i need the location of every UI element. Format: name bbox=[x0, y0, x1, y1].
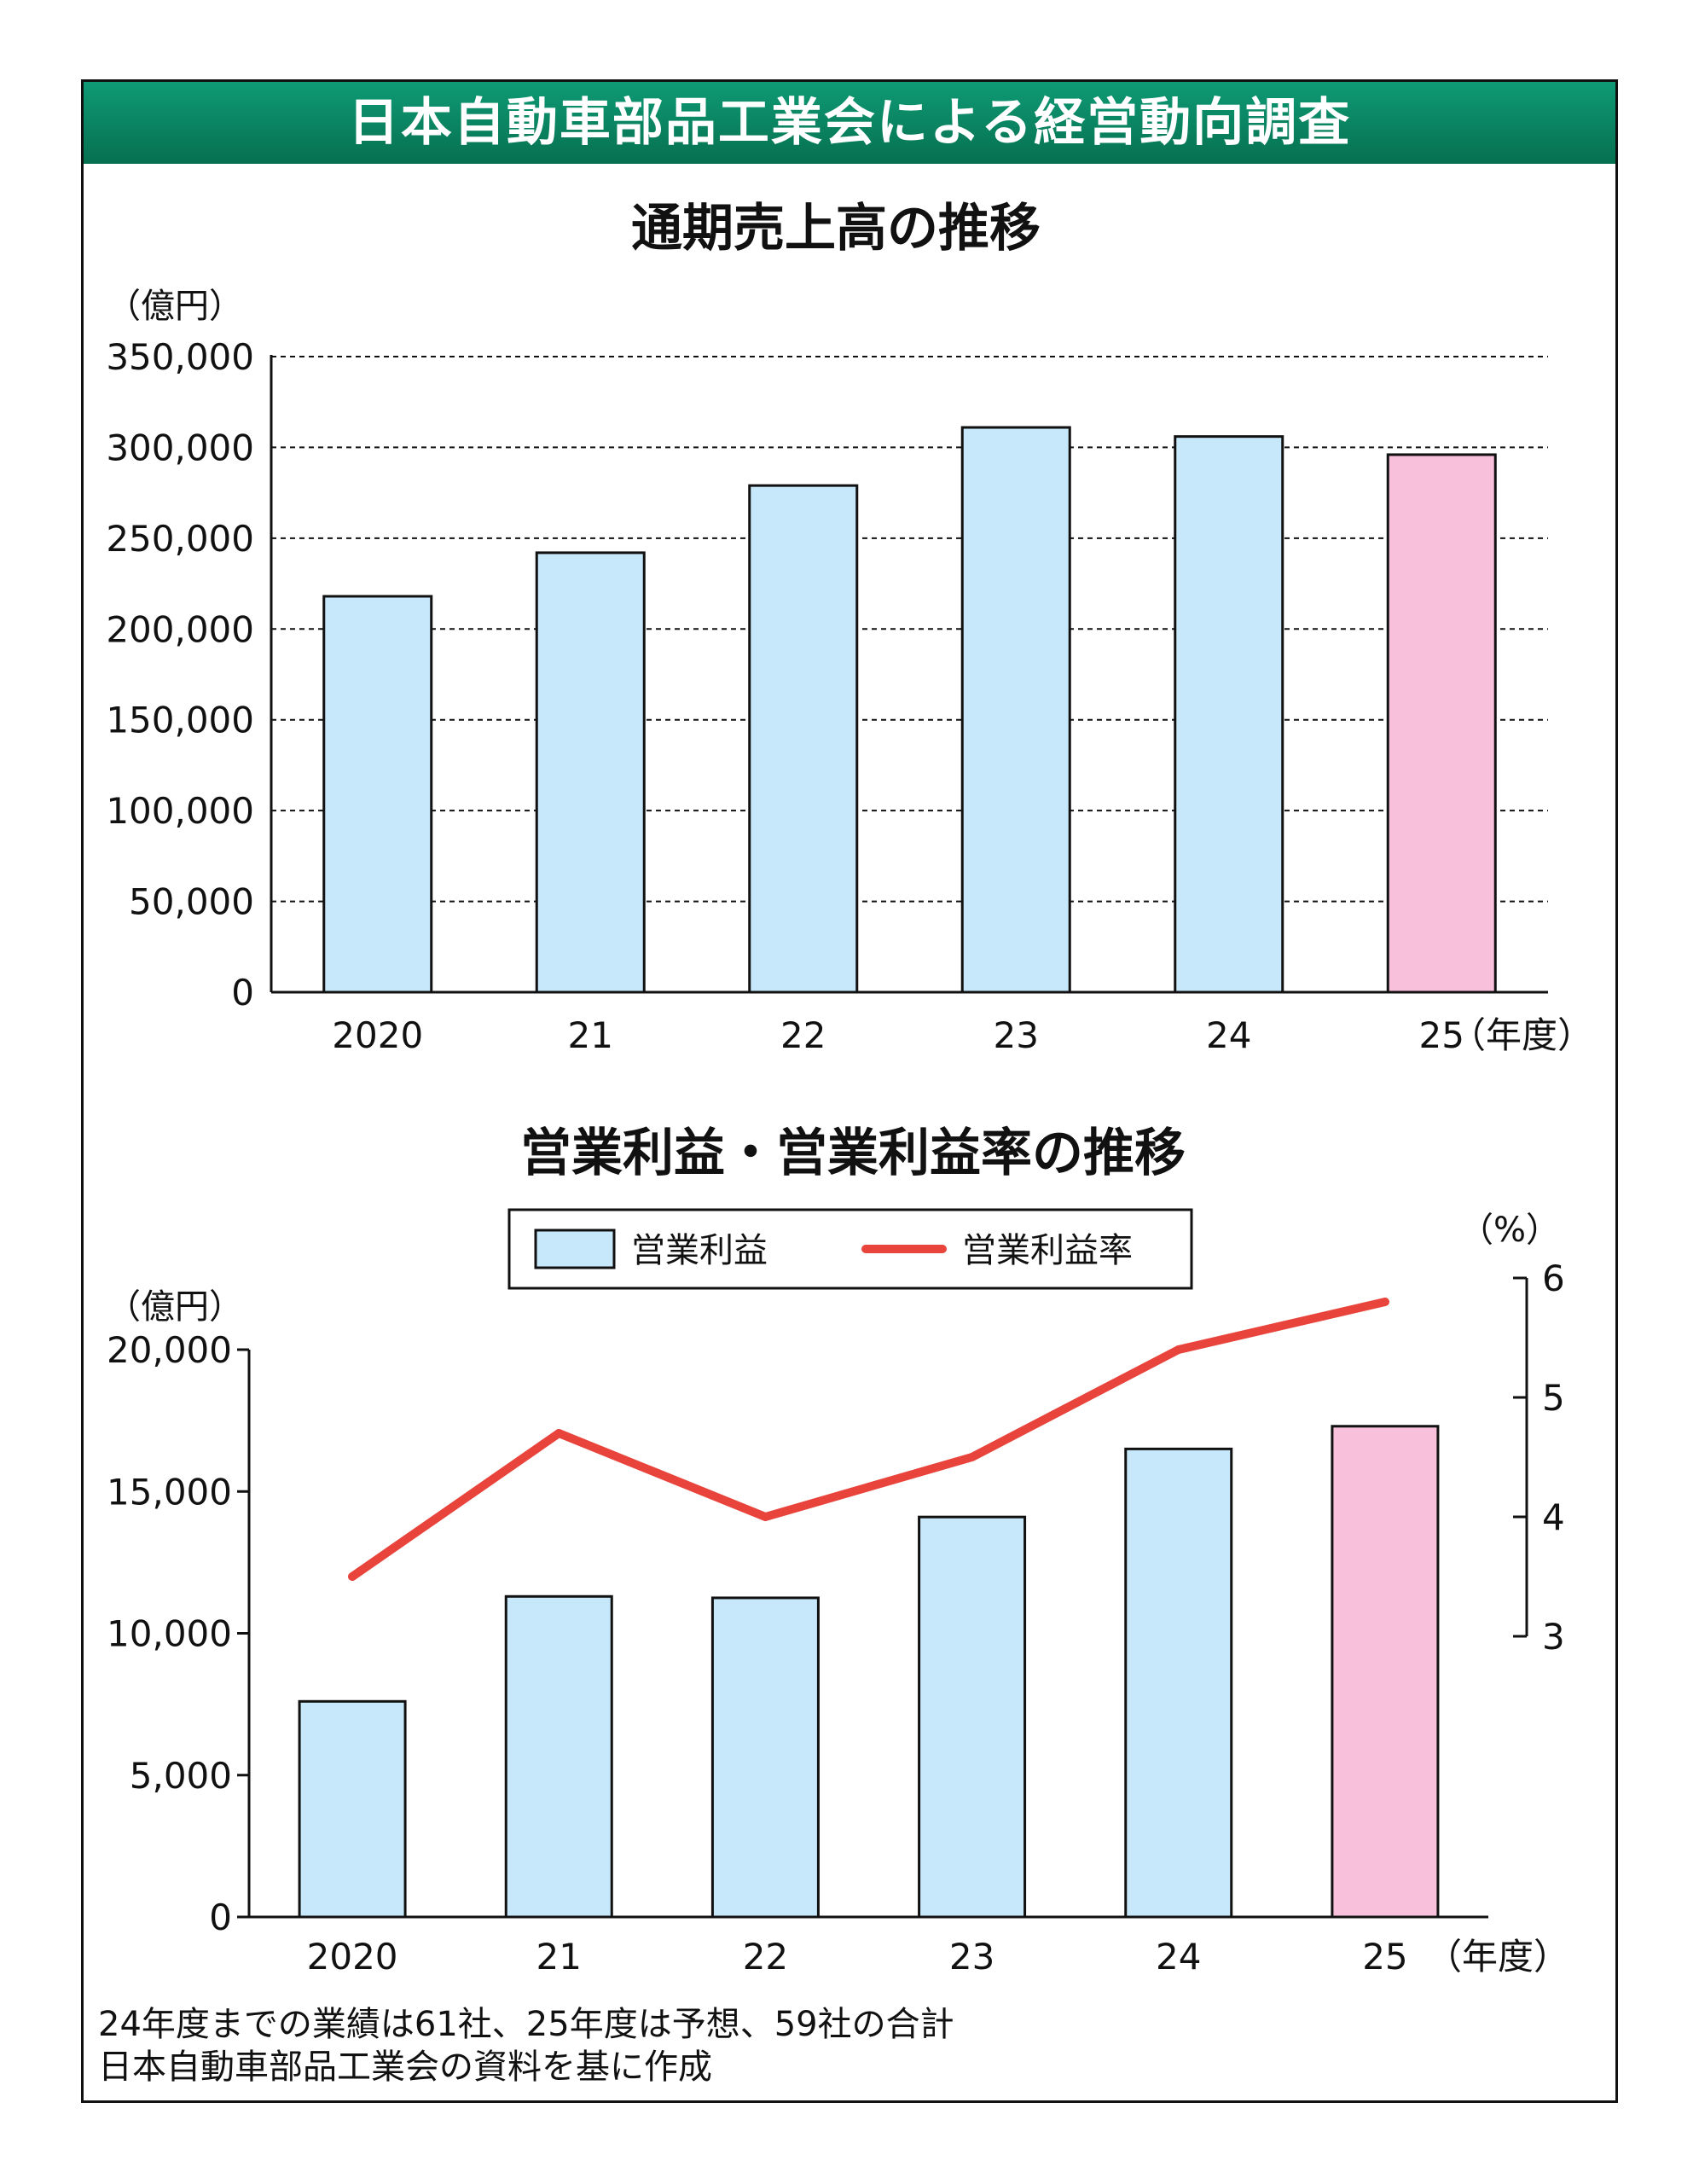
y-tick-label: 0 bbox=[231, 972, 254, 1014]
y-tick-label: 50,000 bbox=[129, 881, 254, 923]
legend-box bbox=[507, 1208, 1193, 1290]
y2-tick-label: 6 bbox=[1542, 1258, 1565, 1299]
legend-bar-label: 営業利益 bbox=[631, 1231, 768, 1270]
footnote-1: 24年度までの業績は61社、25年度は予想、59社の合計 bbox=[98, 2005, 954, 2044]
legend-bar-swatch bbox=[534, 1228, 616, 1269]
margin-point bbox=[967, 1453, 977, 1461]
x-tick-label: 25 bbox=[1419, 1014, 1464, 1056]
x-tick-label: 24 bbox=[1206, 1014, 1251, 1056]
footnote-2: 日本自動車部品工業会の資料を基に作成 bbox=[98, 2048, 712, 2087]
chart2-y-unit: （億円） bbox=[107, 1287, 243, 1327]
y-tick-label: 100,000 bbox=[106, 790, 254, 832]
x-tick-label: 25 bbox=[1362, 1936, 1407, 1978]
y2-tick-label: 5 bbox=[1542, 1377, 1565, 1419]
figure-frame: 日本自動車部品工業会による経営動向調査 bbox=[81, 79, 1618, 2103]
y-tick-label: 10,000 bbox=[107, 1613, 232, 1655]
y-tick-label: 15,000 bbox=[107, 1471, 232, 1513]
y-tick-label: 20,000 bbox=[107, 1329, 232, 1371]
x-tick-label: 2020 bbox=[332, 1014, 423, 1056]
chart1-title: 通期売上高の推移 bbox=[631, 199, 1041, 258]
y-tick-label: 250,000 bbox=[106, 518, 254, 560]
banner-title: 日本自動車部品工業会による経営動向調査 bbox=[84, 82, 1615, 164]
y-tick-label: 0 bbox=[209, 1896, 232, 1938]
y-tick-label: 5,000 bbox=[130, 1755, 232, 1797]
x-tick-label: 21 bbox=[568, 1014, 613, 1056]
y-tick-label: 350,000 bbox=[106, 336, 254, 378]
margin-point bbox=[1380, 1298, 1389, 1306]
x-tick-label: 22 bbox=[780, 1014, 826, 1056]
x-tick-label: 24 bbox=[1156, 1936, 1201, 1978]
bar bbox=[504, 1594, 613, 1919]
bar bbox=[960, 426, 1071, 994]
bar bbox=[918, 1515, 1027, 1919]
bar bbox=[748, 484, 859, 994]
y2-tick-label: 3 bbox=[1542, 1616, 1565, 1658]
x-tick-label: 22 bbox=[743, 1936, 788, 1978]
y-tick-label: 300,000 bbox=[106, 427, 254, 468]
bar bbox=[322, 595, 433, 994]
legend-line-label: 営業利益率 bbox=[962, 1231, 1133, 1270]
x-tick-label: 23 bbox=[949, 1936, 994, 1978]
bar bbox=[535, 551, 646, 994]
chart2-x-unit: （年度） bbox=[1426, 1936, 1569, 1978]
bar bbox=[1174, 435, 1284, 994]
bar bbox=[1124, 1447, 1233, 1919]
bar bbox=[1386, 453, 1497, 994]
footnotes: 24年度までの業績は61社、25年度は予想、59社の合計 日本自動車部品工業会の… bbox=[98, 2003, 954, 2088]
bar bbox=[710, 1596, 820, 1919]
x-tick-label: 23 bbox=[994, 1014, 1039, 1056]
x-tick-label: 21 bbox=[536, 1936, 582, 1978]
chart1-y-unit: （億円） bbox=[107, 287, 243, 326]
y2-tick-label: 4 bbox=[1542, 1496, 1565, 1538]
y-tick-label: 150,000 bbox=[106, 700, 254, 741]
margin-point bbox=[761, 1513, 770, 1521]
bar bbox=[1331, 1425, 1440, 1919]
margin-point bbox=[1174, 1345, 1183, 1354]
bar bbox=[298, 1699, 407, 1919]
margin-line bbox=[348, 1298, 1389, 1581]
chart2-title: 営業利益・営業利益率の推移 bbox=[520, 1124, 1186, 1183]
chart2-y2-unit: （%） bbox=[1459, 1211, 1560, 1250]
y-tick-label: 200,000 bbox=[106, 608, 254, 650]
x-tick-label: 2020 bbox=[307, 1936, 398, 1978]
margin-point bbox=[348, 1572, 357, 1581]
chart1-x-unit: （年度） bbox=[1450, 1014, 1593, 1056]
margin-point bbox=[554, 1429, 564, 1438]
